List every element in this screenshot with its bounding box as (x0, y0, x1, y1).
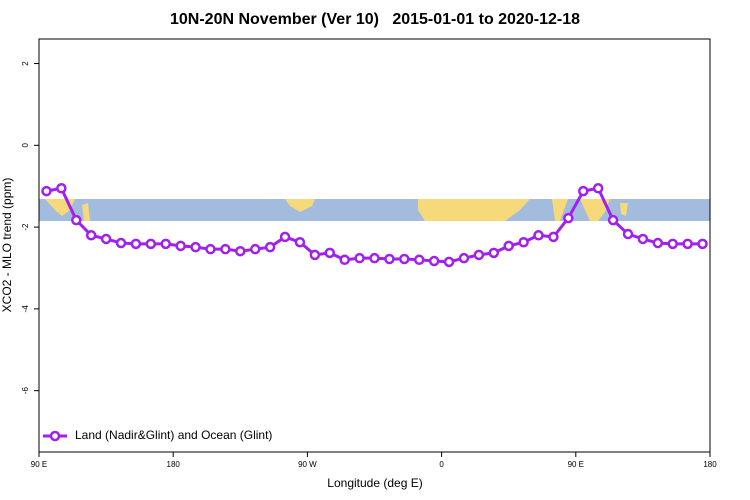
point (652, 237, 664, 249)
x-tick-label: 90 E (568, 460, 584, 469)
point (384, 253, 395, 265)
y-tick-label: 2 (21, 61, 30, 66)
point (324, 247, 336, 259)
point (235, 245, 246, 257)
point (279, 231, 291, 243)
point (563, 212, 574, 224)
point (100, 233, 112, 245)
point (264, 241, 276, 253)
x-tick-label: 180 (703, 460, 717, 469)
point (413, 254, 425, 266)
point (175, 240, 186, 252)
point (592, 183, 604, 194)
point (339, 254, 350, 266)
point (533, 230, 544, 241)
point (145, 238, 157, 250)
plot-frame (38, 38, 711, 453)
y-axis-label: XCO2 - MLO trend (ppm) (0, 178, 14, 313)
y-tick-label: 0 (21, 143, 30, 148)
point (220, 243, 231, 255)
point (249, 243, 261, 255)
point (697, 238, 708, 250)
point (294, 236, 306, 248)
chart-title: 10N-20N November (Ver 10) 2015-01-01 to … (170, 11, 580, 28)
point (309, 249, 321, 261)
point (443, 256, 455, 268)
y-tick-label: -4 (21, 305, 30, 313)
point (667, 238, 678, 250)
point (115, 237, 127, 249)
point (399, 253, 410, 265)
point (71, 214, 82, 226)
point (160, 238, 171, 250)
x-tick-label: 0 (439, 460, 444, 469)
point (458, 252, 470, 264)
point (488, 247, 500, 259)
legend-marker (49, 430, 61, 442)
point (473, 249, 485, 261)
point (85, 230, 97, 241)
map-band (39, 199, 710, 221)
point (56, 183, 67, 194)
point (190, 241, 201, 253)
point (518, 236, 529, 248)
point (637, 233, 649, 245)
point (369, 252, 380, 264)
legend-label: Land (Nadir&Glint) and Ocean (Glint) (75, 428, 272, 442)
point (354, 252, 365, 264)
point (607, 214, 619, 226)
y-tick-label: -6 (21, 387, 30, 395)
point (578, 185, 589, 197)
point (682, 238, 693, 250)
point (205, 243, 216, 255)
y-tick-label: -2 (21, 223, 30, 231)
x-tick-label: 90 W (298, 460, 317, 469)
point (548, 231, 559, 243)
point (622, 228, 634, 240)
point (428, 255, 440, 267)
x-tick-label: 90 E (31, 460, 47, 469)
point (503, 240, 514, 252)
x-axis-label: Longitude (deg E) (327, 476, 422, 490)
x-tick-label: 180 (167, 460, 181, 469)
point (130, 238, 142, 250)
point (41, 185, 52, 197)
